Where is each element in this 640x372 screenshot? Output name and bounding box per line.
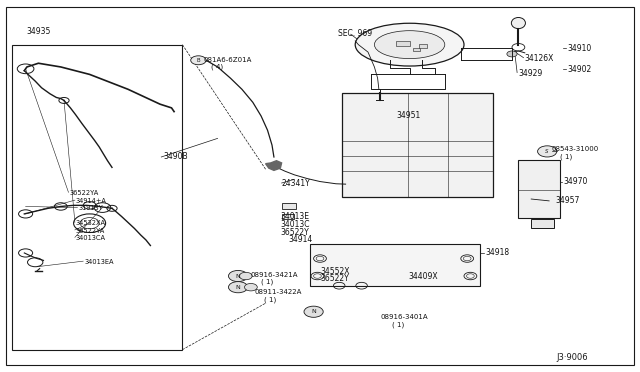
Bar (282, 203, 296, 209)
Bar (419, 44, 427, 48)
Text: 34914+A: 34914+A (76, 198, 106, 204)
Circle shape (244, 283, 257, 291)
Text: 36522Y: 36522Y (280, 228, 309, 237)
Text: 34918: 34918 (485, 248, 509, 257)
Text: 24341Y: 24341Y (282, 179, 310, 187)
Text: ( 1): ( 1) (264, 296, 276, 303)
Text: 08543-31000: 08543-31000 (552, 146, 599, 152)
Text: 34013EA: 34013EA (84, 259, 114, 265)
Text: 34013C: 34013C (280, 220, 310, 229)
Ellipse shape (511, 17, 525, 29)
Polygon shape (266, 161, 282, 170)
Circle shape (507, 51, 517, 57)
Text: 36522YA: 36522YA (69, 190, 99, 196)
Text: N: N (236, 285, 241, 290)
Text: 34409X: 34409X (408, 272, 438, 281)
Bar (342, 93, 493, 197)
Text: 34935: 34935 (27, 27, 51, 36)
Text: ( 1): ( 1) (392, 321, 404, 328)
Text: 34126X: 34126X (525, 54, 554, 63)
Bar (518, 160, 560, 218)
Circle shape (239, 272, 252, 280)
Bar (12, 45, 182, 350)
Text: 31913Y: 31913Y (78, 205, 103, 211)
Text: 36522YA: 36522YA (76, 228, 105, 234)
Bar (531, 219, 554, 228)
Text: 34957: 34957 (556, 196, 580, 205)
Bar (396, 41, 410, 46)
Text: 34914: 34914 (288, 235, 312, 244)
Text: 34552X: 34552X (320, 267, 349, 276)
Text: 34013CA: 34013CA (76, 235, 106, 241)
Circle shape (538, 146, 557, 157)
Text: 34951: 34951 (397, 111, 421, 120)
Circle shape (228, 270, 248, 282)
Text: 081A6-6Z01A: 081A6-6Z01A (204, 57, 252, 62)
Text: B: B (196, 58, 200, 63)
Text: 3490B: 3490B (164, 152, 188, 161)
Text: ( 4): ( 4) (211, 64, 223, 70)
Text: 08911-3422A: 08911-3422A (255, 289, 302, 295)
Text: N: N (236, 273, 241, 279)
Text: 36522Y: 36522Y (320, 274, 349, 283)
Text: 34970: 34970 (563, 177, 588, 186)
Circle shape (228, 282, 248, 293)
Text: 34013E: 34013E (280, 212, 309, 221)
Ellipse shape (374, 31, 445, 58)
Text: 34532XA: 34532XA (76, 220, 106, 226)
Circle shape (191, 56, 206, 65)
Text: S: S (545, 149, 549, 154)
Text: N: N (311, 309, 316, 314)
Ellipse shape (355, 23, 464, 66)
Text: 34929: 34929 (518, 69, 543, 78)
Text: 08916-3401A: 08916-3401A (381, 314, 428, 320)
Text: ( 1): ( 1) (261, 279, 273, 285)
Bar (310, 244, 480, 286)
Text: SEC. 969: SEC. 969 (338, 29, 372, 38)
Circle shape (304, 306, 323, 317)
Text: 34902: 34902 (567, 65, 591, 74)
Text: ( 1): ( 1) (560, 154, 572, 160)
Text: J3·9006: J3·9006 (557, 353, 588, 362)
Bar (413, 48, 420, 51)
Text: 34910: 34910 (567, 44, 591, 53)
Text: 08916-3421A: 08916-3421A (251, 272, 298, 278)
Bar (282, 214, 294, 219)
